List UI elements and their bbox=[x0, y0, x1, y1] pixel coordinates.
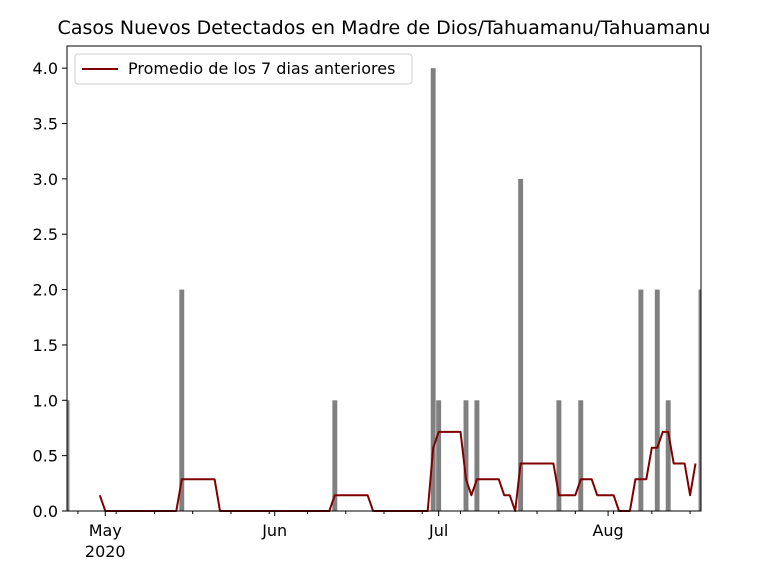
chart-title: Casos Nuevos Detectados en Madre de Dios… bbox=[58, 17, 711, 39]
bar bbox=[665, 400, 671, 511]
y-tick-label: 0.0 bbox=[33, 502, 58, 521]
bar bbox=[654, 289, 660, 511]
x-tick-year-label: 2020 bbox=[85, 542, 126, 561]
legend-label: Promedio de los 7 dias anteriores bbox=[128, 59, 395, 78]
x-tick-label: Aug bbox=[592, 521, 623, 540]
bar bbox=[518, 178, 524, 511]
y-tick-label: 0.5 bbox=[33, 447, 58, 466]
legend-box bbox=[74, 53, 413, 85]
y-tick-label: 4.0 bbox=[33, 59, 58, 78]
y-axis: 0.0 0.5 1.0 1.5 2.0 2.5 3.0 3.5 4.0 bbox=[33, 59, 67, 521]
bar bbox=[430, 68, 436, 512]
y-tick-label: 1.5 bbox=[33, 336, 58, 355]
bar bbox=[698, 289, 701, 511]
bar bbox=[179, 289, 185, 511]
bar bbox=[578, 400, 584, 511]
bar bbox=[332, 400, 338, 511]
y-tick-label: 2.5 bbox=[33, 225, 58, 244]
x-tick-label: Jun bbox=[261, 521, 287, 540]
line-layer bbox=[98, 430, 697, 512]
bar bbox=[474, 400, 480, 511]
bar bbox=[67, 400, 70, 511]
x-tick-label: Jul bbox=[428, 521, 448, 540]
bar bbox=[638, 289, 644, 511]
bar bbox=[436, 400, 442, 511]
y-tick-label: 3.5 bbox=[33, 115, 58, 134]
bars-layer bbox=[67, 68, 701, 512]
y-tick-label: 3.0 bbox=[33, 170, 58, 189]
plot-frame bbox=[66, 45, 702, 512]
y-tick-label: 1.0 bbox=[33, 391, 58, 410]
x-tick-label: May bbox=[89, 521, 122, 540]
bar bbox=[463, 400, 469, 511]
bar bbox=[556, 400, 562, 511]
x-axis: May 2020 Jun Jul Aug bbox=[77, 511, 691, 561]
legend: Promedio de los 7 dias anteriores bbox=[74, 53, 413, 85]
average-line bbox=[98, 430, 697, 512]
y-tick-label: 2.0 bbox=[33, 281, 58, 300]
